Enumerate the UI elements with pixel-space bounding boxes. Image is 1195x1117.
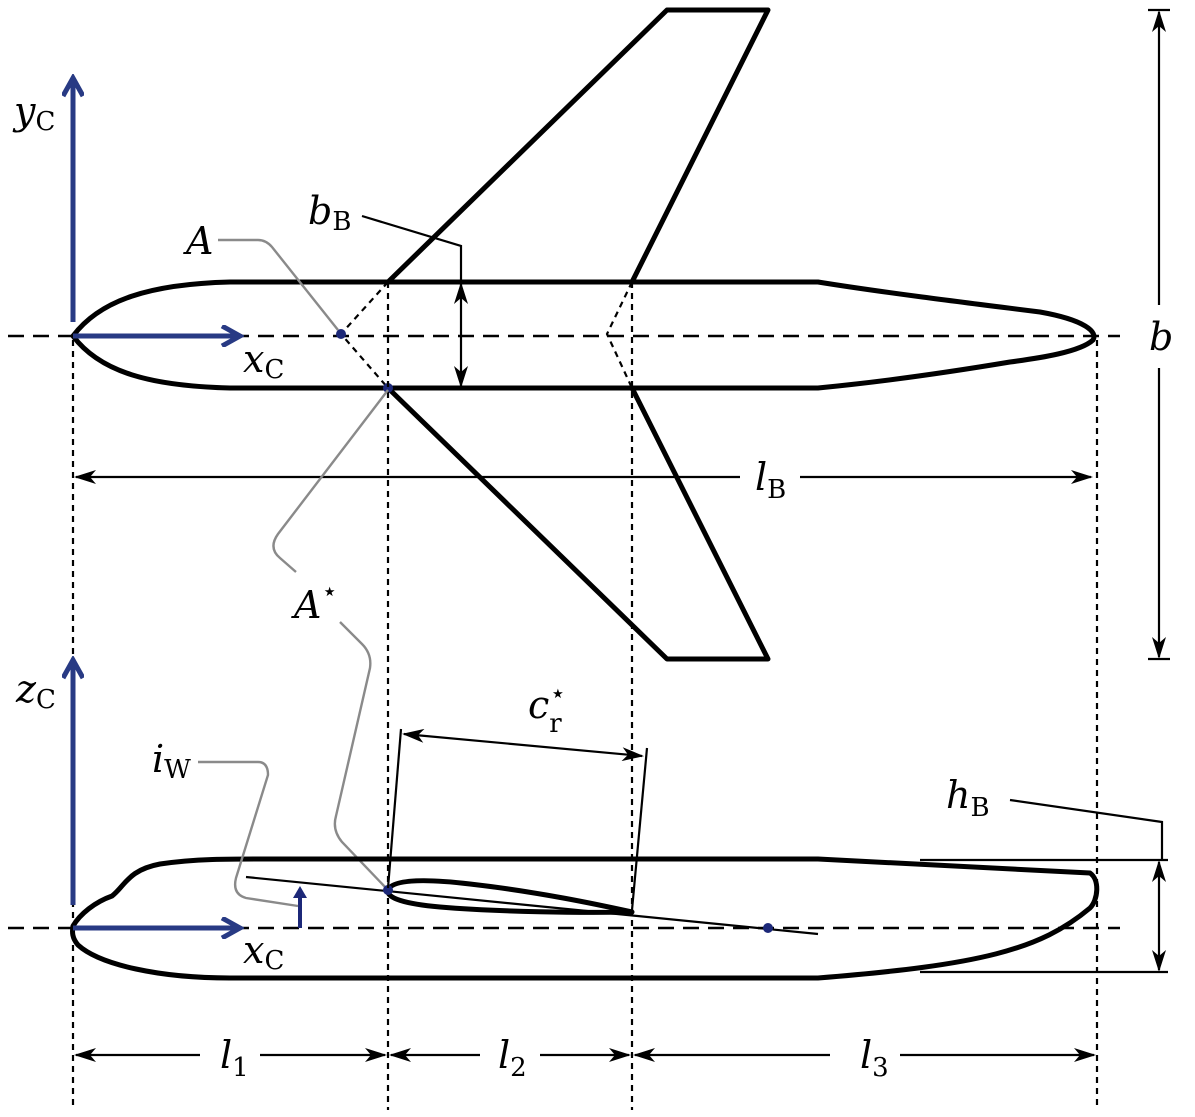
iW-leader	[198, 760, 299, 908]
label-lB: lB	[755, 455, 786, 505]
label-A-star: A⋆	[291, 577, 338, 627]
label-yc: yC	[12, 89, 55, 137]
label-bB: bB	[308, 189, 351, 237]
label-l1: l1	[220, 1033, 249, 1083]
lower-wing	[386, 386, 771, 662]
fuselage-side-profile	[70, 856, 1100, 981]
iW-angle-arrowhead	[293, 886, 307, 898]
label-zc: zC	[15, 667, 56, 715]
label-iW: iW	[152, 737, 191, 785]
wing-chord-line	[245, 875, 819, 936]
label-A: A	[183, 219, 213, 263]
upper-wing	[386, 7, 771, 284]
A-leader	[218, 238, 339, 331]
point-A-star-side	[383, 885, 393, 895]
label-l2: l2	[498, 1033, 527, 1083]
label-b: b	[1149, 315, 1173, 359]
label-xc-top: xC	[243, 337, 284, 385]
point-A-star-top	[383, 383, 393, 393]
cr-ext-left	[386, 728, 403, 889]
hB-leader	[1009, 798, 1164, 860]
bB-leader	[361, 214, 463, 282]
side-view	[8, 660, 1168, 1062]
labels: yC xC zC xC A A⋆ bB b lB cr⋆ iW hB l1 l2…	[12, 89, 1173, 1083]
A-star-leader	[272, 389, 389, 889]
label-cr-star: cr⋆	[528, 679, 566, 739]
label-l3: l3	[860, 1033, 889, 1083]
point-A	[336, 329, 346, 339]
reference-lines	[71, 282, 1099, 1110]
cr-dimension	[402, 728, 644, 762]
top-view	[8, 7, 1170, 662]
label-xc-side: xC	[243, 928, 284, 976]
wing-airfoil	[385, 878, 635, 915]
label-hB: hB	[946, 773, 990, 823]
chord-intersection-point	[763, 923, 773, 933]
fuselage-planform	[70, 279, 1097, 391]
cr-ext-right	[630, 747, 649, 911]
